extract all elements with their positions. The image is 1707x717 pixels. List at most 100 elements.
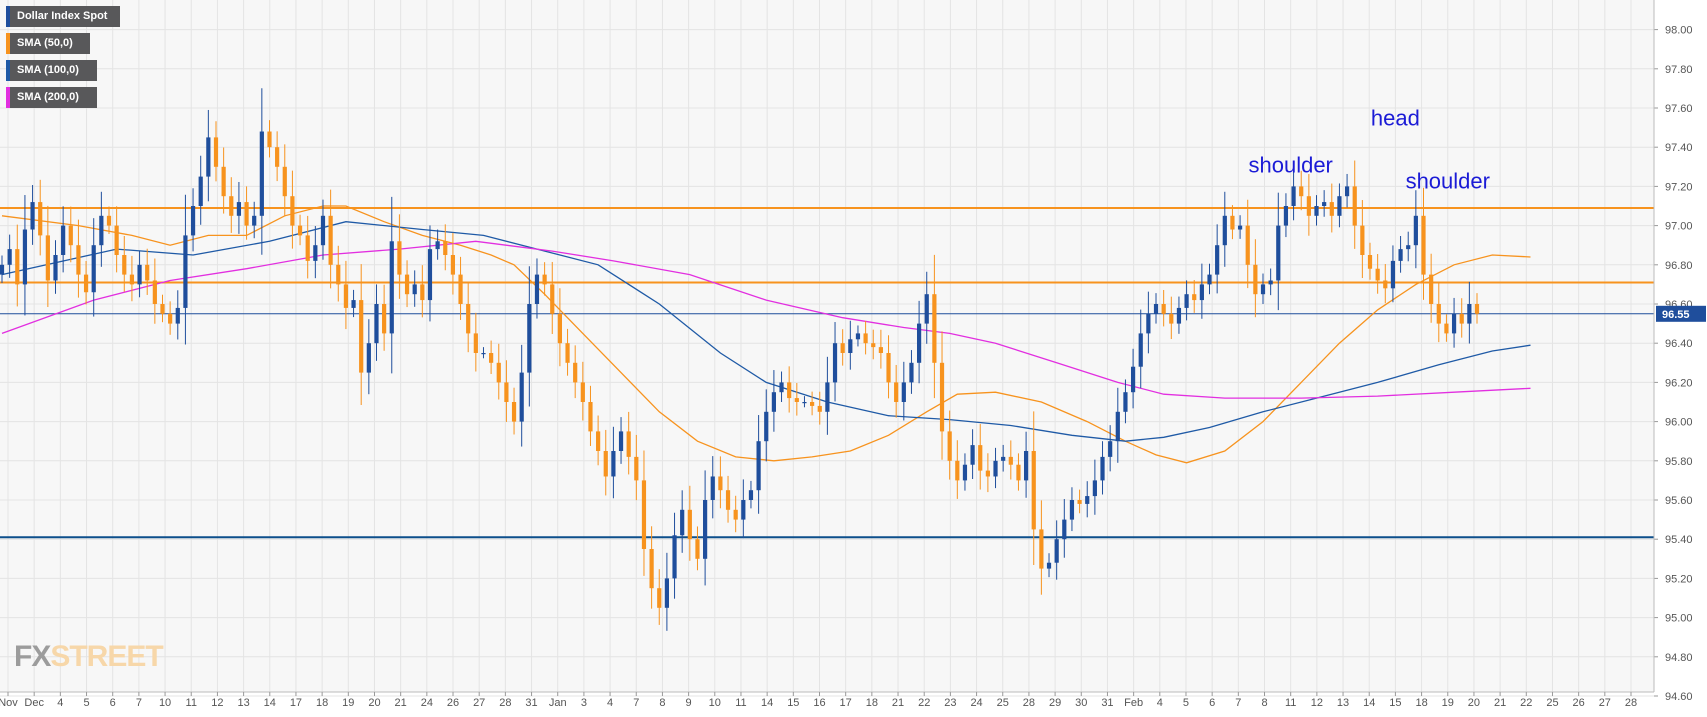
candle-body [985, 470, 990, 477]
candle-body [1138, 333, 1143, 367]
candle-body [168, 313, 173, 324]
x-tick-label: 20 [1468, 697, 1480, 709]
x-tick-label: 5 [1183, 697, 1189, 709]
candle-body [351, 300, 356, 308]
candle-body [435, 241, 440, 250]
x-tick-label: 26 [447, 697, 459, 709]
candle-body [1215, 245, 1220, 275]
candle-body [420, 284, 425, 301]
y-tick-label: 94.60 [1665, 691, 1693, 703]
candle-body [1268, 280, 1273, 285]
x-tick-label: 4 [607, 697, 613, 709]
x-tick-label: 9 [686, 697, 692, 709]
candle-body [1161, 304, 1166, 314]
y-tick-label: 97.20 [1665, 181, 1693, 193]
candle-body [825, 382, 830, 412]
x-tick-label: 28 [1023, 697, 1035, 709]
legend-item-sma100[interactable]: SMA (100,0) [6, 60, 97, 81]
candle-body [1367, 255, 1373, 269]
candle-body [527, 304, 532, 373]
legend-label: Dollar Index Spot [17, 10, 108, 22]
candle-body [1383, 280, 1388, 289]
candle-body [1245, 225, 1250, 265]
candle-body [244, 202, 249, 226]
candle-body [1108, 441, 1113, 457]
x-tick-label: 14 [761, 697, 773, 709]
x-tick-label: 23 [944, 697, 956, 709]
candle-body [1390, 260, 1396, 289]
x-tick-label: 26 [1573, 697, 1585, 709]
candle-body [1222, 215, 1227, 246]
candle-body [550, 284, 555, 314]
legend-swatch [6, 33, 10, 54]
x-tick-label: 21 [1494, 697, 1506, 709]
candle-body [1130, 366, 1136, 393]
candle-body [802, 402, 807, 404]
legend-label: SMA (100,0) [17, 64, 79, 76]
candle-body [580, 382, 585, 402]
x-tick-label: 13 [1337, 697, 1349, 709]
x-tick-label: Dec [24, 697, 44, 709]
y-tick-label: 97.80 [1665, 64, 1693, 76]
y-tick-label: 96.40 [1665, 338, 1693, 350]
candle-body [1115, 411, 1120, 442]
candle-body [15, 249, 20, 285]
candle-body [7, 249, 12, 265]
candle-body [1062, 519, 1067, 540]
candle-body [290, 196, 295, 226]
candle-body [756, 441, 761, 491]
candle-body [794, 398, 799, 402]
candle-body [618, 431, 624, 451]
candle-body [649, 549, 654, 589]
candle-body [473, 333, 478, 353]
candle-body [1474, 304, 1480, 314]
x-tick-label: 18 [866, 697, 878, 709]
legend-item-sma50[interactable]: SMA (50,0) [6, 33, 90, 54]
legend-label: SMA (200,0) [17, 91, 79, 103]
candle-body [61, 225, 66, 255]
x-tick-label: 27 [1599, 697, 1611, 709]
x-tick-label: 27 [473, 697, 485, 709]
fxstreet-logo: FXSTREET [14, 640, 164, 674]
candle-body [573, 362, 578, 383]
candle-body [1291, 186, 1296, 206]
legend-swatch [6, 87, 10, 108]
candle-body [458, 274, 463, 304]
y-tick-label: 95.00 [1665, 613, 1693, 625]
x-tick-label: 18 [316, 697, 328, 709]
x-tick-label: 18 [1415, 697, 1427, 709]
x-tick-label: 13 [237, 697, 249, 709]
plot-background [0, 0, 1654, 692]
candle-body [565, 343, 570, 363]
x-tick-label: 21 [892, 697, 904, 709]
candle-body [993, 460, 998, 477]
candle-body [1429, 274, 1434, 304]
candle-body [1092, 480, 1097, 497]
candle-body [305, 235, 310, 261]
candle-body [1375, 268, 1380, 281]
candle-body [955, 460, 960, 481]
candle-body [710, 476, 715, 500]
candle-body [221, 166, 226, 197]
x-tick-label: 14 [264, 697, 276, 709]
legend-item-price[interactable]: Dollar Index Spot [6, 6, 120, 27]
y-tick-label: 95.60 [1665, 495, 1693, 507]
logo-fx: FX [14, 640, 51, 673]
candle-body [114, 225, 119, 255]
candle-body [1436, 304, 1441, 324]
logo-street: STREET [50, 640, 163, 673]
candle-body [83, 274, 89, 293]
candle-body [1337, 196, 1342, 216]
candle-body [588, 402, 593, 432]
x-tick-label: 17 [290, 697, 302, 709]
candle-body [389, 241, 394, 334]
candle-body [1459, 313, 1464, 324]
axis-background [1654, 0, 1707, 712]
candle-body [741, 500, 746, 520]
x-tick-label: 6 [1209, 697, 1215, 709]
candle-body [1039, 529, 1044, 569]
candle-body [1360, 225, 1365, 255]
legend-item-sma200[interactable]: SMA (200,0) [6, 87, 97, 108]
